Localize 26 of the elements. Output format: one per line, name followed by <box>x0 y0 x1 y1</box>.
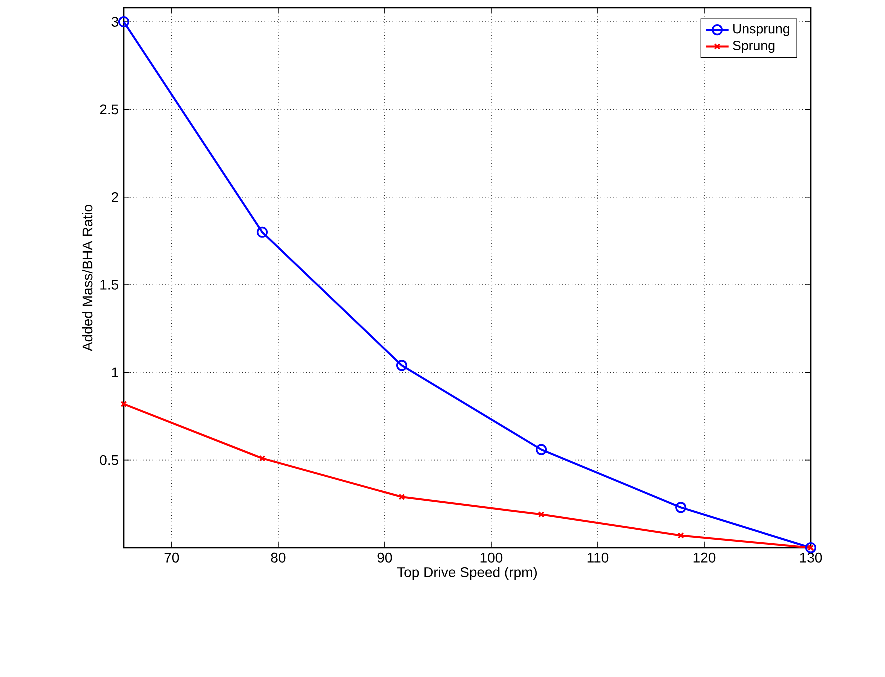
y-tick-label: 1 <box>112 368 118 378</box>
point <box>398 494 406 500</box>
point <box>396 360 408 372</box>
point <box>536 444 548 456</box>
x-axis-title: Top Drive Speed (rpm) <box>397 567 538 580</box>
point <box>118 16 130 28</box>
y-tick-label: 0.5 <box>100 455 118 466</box>
y-tick-label: 1.5 <box>100 280 118 290</box>
point <box>676 502 687 514</box>
x-tick-label: 110 <box>588 552 609 563</box>
point <box>678 532 684 539</box>
x-tick-label: 70 <box>164 552 180 563</box>
x-tick-label: 80 <box>271 552 286 563</box>
x-tick-label: 100 <box>480 552 503 563</box>
point <box>538 511 545 518</box>
y-axis-title: Added Mass/BHA Ratio <box>82 205 93 352</box>
y-tick-label: 2.5 <box>100 104 118 115</box>
legend-label: Unsprung <box>734 24 790 36</box>
point <box>259 455 266 462</box>
x-tick-label: 120 <box>694 552 716 563</box>
x-tick-label: 90 <box>378 552 392 563</box>
point <box>256 226 268 238</box>
x-tick-label: 130 <box>800 552 822 563</box>
y-tick-label: 3 <box>112 17 118 27</box>
legend-label: Sprung <box>733 41 775 54</box>
y-tick-label: 2 <box>112 192 118 202</box>
